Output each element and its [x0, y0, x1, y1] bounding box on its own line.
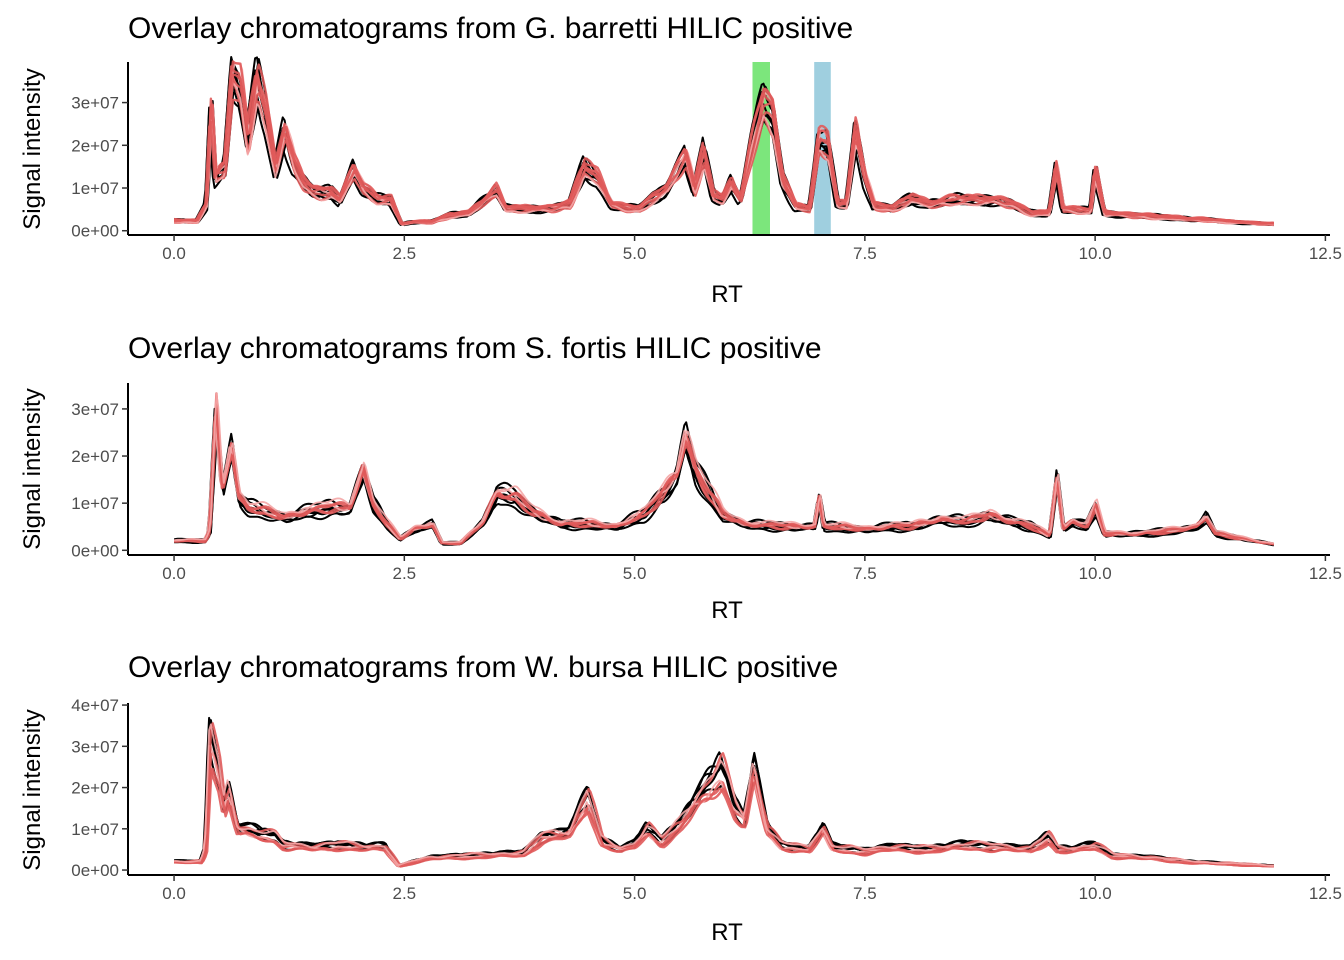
panel-title: Overlay chromatograms from G. barretti H… — [128, 12, 853, 45]
x-tick-label: 7.5 — [853, 564, 877, 583]
x-tick-label: 10.0 — [1079, 884, 1112, 903]
series-line-7 — [174, 416, 1275, 546]
axes: 0.0 2.5 5.0 7.5 10.0 12.5 0e+00 1e+07 2e+07 3e+07… — [71, 696, 1342, 903]
x-tick-label: 5.0 — [623, 564, 647, 583]
x-tick-label: 0.0 — [162, 244, 186, 263]
series-line-4 — [173, 412, 1275, 545]
series-line-12 — [174, 392, 1274, 545]
series-line-9 — [173, 416, 1274, 546]
series-line-8 — [174, 752, 1274, 868]
y-tick-label: 1e+07 — [71, 179, 119, 198]
series-line-10 — [174, 407, 1274, 546]
x-tick-label: 12.5 — [1309, 884, 1342, 903]
series-line-1 — [174, 424, 1274, 545]
x-axis-title: RT — [711, 597, 743, 624]
panel-s-fortis: Overlay chromatograms from S. fortis HIL… — [19, 332, 1342, 624]
y-tick-label: 3e+07 — [71, 94, 119, 113]
x-tick-label: 0.0 — [162, 884, 186, 903]
x-tick-label: 12.5 — [1309, 564, 1342, 583]
panel-title: Overlay chromatograms from W. bursa HILI… — [128, 651, 838, 684]
x-tick-label: 10.0 — [1079, 244, 1112, 263]
series-line-3 — [173, 411, 1274, 546]
x-tick-label: 5.0 — [623, 884, 647, 903]
series-line-8 — [174, 418, 1275, 546]
series-lines — [173, 716, 1274, 868]
x-tick-label: 2.5 — [393, 244, 417, 263]
y-tick-label: 2e+07 — [71, 779, 119, 798]
y-tick-label: 0e+00 — [71, 222, 119, 241]
x-axis-title: RT — [711, 919, 743, 946]
panel-w-bursa: Overlay chromatograms from W. bursa HILI… — [19, 651, 1342, 946]
y-tick-label: 3e+07 — [71, 400, 119, 419]
series-lines — [173, 56, 1274, 227]
series-line-16 — [174, 65, 1274, 225]
x-tick-label: 0.0 — [162, 564, 186, 583]
panel-g-barretti: Overlay chromatograms from G. barretti H… — [19, 12, 1342, 308]
y-axis-title: Signal intensity — [19, 68, 46, 229]
x-tick-label: 10.0 — [1079, 564, 1112, 583]
y-tick-label: 4e+07 — [71, 696, 119, 715]
x-tick-label: 2.5 — [393, 884, 417, 903]
y-axis-title: Signal intensity — [19, 709, 46, 870]
x-tick-label: 2.5 — [393, 564, 417, 583]
y-tick-label: 3e+07 — [71, 737, 119, 756]
y-tick-label: 2e+07 — [71, 136, 119, 155]
x-axis-title: RT — [711, 281, 743, 308]
axes: 0.0 2.5 5.0 7.5 10.0 12.5 0e+00 1e+07 2e+07 3e+07 — [71, 383, 1342, 583]
y-tick-label: 2e+07 — [71, 447, 119, 466]
y-tick-label: 0e+00 — [71, 861, 119, 880]
y-tick-label: 1e+07 — [71, 494, 119, 513]
y-tick-label: 0e+00 — [71, 541, 119, 560]
x-tick-label: 5.0 — [623, 244, 647, 263]
series-lines — [173, 392, 1275, 547]
series-line-11 — [174, 767, 1274, 868]
series-line-5 — [174, 441, 1274, 546]
y-tick-label: 1e+07 — [71, 820, 119, 839]
series-line-12 — [174, 723, 1274, 867]
axes: 0.0 2.5 5.0 7.5 10.0 12.5 0e+00 1e+07 2e+07 3e+07 — [71, 62, 1342, 263]
x-tick-label: 12.5 — [1309, 244, 1342, 263]
highlight-band-2 — [814, 62, 831, 235]
x-tick-label: 7.5 — [853, 244, 877, 263]
series-line-11 — [174, 392, 1274, 546]
x-tick-label: 7.5 — [853, 884, 877, 903]
y-axis-title: Signal intensity — [19, 388, 46, 549]
series-line-3 — [174, 93, 1274, 226]
series-line-6 — [174, 427, 1275, 547]
panel-title: Overlay chromatograms from S. fortis HIL… — [128, 332, 822, 365]
series-line-2 — [174, 407, 1275, 546]
